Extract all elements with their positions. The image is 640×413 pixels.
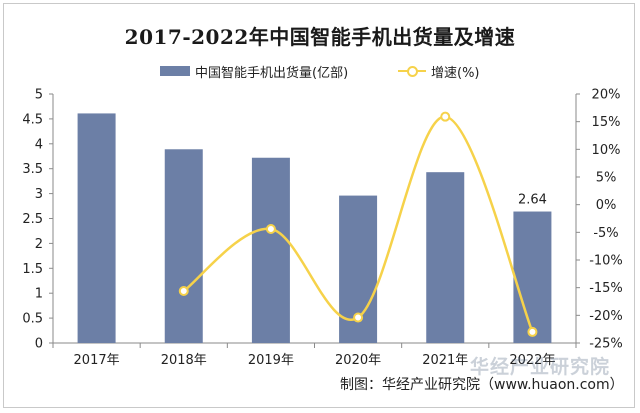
bar <box>251 157 290 343</box>
y-left-tick-label: 1 <box>35 287 43 302</box>
legend: 中国智能手机出货量(亿部) 增速(%) <box>0 61 640 81</box>
y-right-tick-label: 15% <box>592 115 621 130</box>
bar <box>164 149 203 343</box>
y-left-tick-label: 3 <box>35 187 43 202</box>
x-tick-label: 2022年 <box>509 353 555 368</box>
x-tick-label: 2020年 <box>335 353 381 368</box>
y-left-tick-label: 2.5 <box>22 212 43 227</box>
growth-line <box>182 115 534 333</box>
y-right-tick-label: -25% <box>589 337 623 352</box>
bar <box>426 172 465 343</box>
y-right-tick-label: 5% <box>596 171 617 186</box>
y-right-tick-label: 0% <box>596 198 617 213</box>
bar <box>513 211 552 343</box>
y-left-tick-label: 3.5 <box>22 162 43 177</box>
y-right-tick-label: 10% <box>592 143 621 158</box>
y-right-tick-label: -5% <box>593 226 618 241</box>
y-right-tick-label: -15% <box>589 281 623 296</box>
y-left-tick-label: 0 <box>35 337 43 352</box>
growth-point <box>353 312 364 323</box>
chart-title: 2017-2022年中国智能手机出货量及增速 <box>124 25 516 49</box>
y-left-tick-label: 1.5 <box>22 262 43 277</box>
chart-frame <box>3 3 635 408</box>
legend-line-swatch <box>398 64 426 78</box>
y-right-tick-label: 20% <box>592 88 621 103</box>
credit-text: 制图：华经产业研究院（www.huaon.com） <box>340 377 624 393</box>
x-tick-label: 2018年 <box>161 353 207 368</box>
growth-point <box>265 224 276 235</box>
legend-item-shipments: 中国智能手机出货量(亿部) <box>160 61 348 81</box>
y-left-tick-label: 2 <box>35 237 43 252</box>
legend-label-growth: 增速(%) <box>431 65 480 81</box>
legend-item-growth: 增速(%) <box>398 61 480 81</box>
data-label: 2.64 <box>518 193 547 208</box>
watermark: 华经产业研究院 <box>470 356 611 378</box>
x-tick-label: 2019年 <box>248 353 294 368</box>
y-left-tick-label: 5 <box>35 88 43 103</box>
y-right-tick-label: -20% <box>589 309 623 324</box>
y-left-tick-label: 0.5 <box>22 312 43 327</box>
x-tick-label: 2017年 <box>74 353 120 368</box>
legend-label-shipments: 中国智能手机出货量(亿部) <box>195 65 349 81</box>
y-right-tick-label: -10% <box>589 254 623 269</box>
growth-point <box>527 326 538 337</box>
y-left-tick-label: 4.5 <box>22 112 43 127</box>
x-tick-label: 2021年 <box>422 353 468 368</box>
bar <box>77 113 116 343</box>
growth-point <box>178 285 189 296</box>
growth-point <box>440 111 451 122</box>
legend-bar-swatch <box>160 66 190 76</box>
y-left-tick-label: 4 <box>35 137 43 152</box>
